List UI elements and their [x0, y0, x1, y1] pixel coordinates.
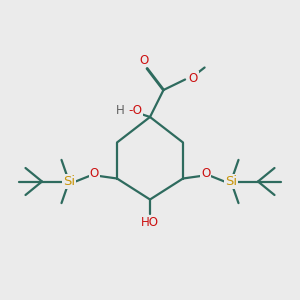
Text: Si: Si	[225, 175, 237, 188]
Text: O: O	[201, 167, 210, 180]
Text: Si: Si	[63, 175, 75, 188]
Text: O: O	[189, 71, 198, 85]
Text: O: O	[90, 167, 99, 180]
Text: HO: HO	[141, 216, 159, 229]
Text: H: H	[116, 104, 125, 117]
Text: O: O	[140, 53, 148, 67]
Text: -O: -O	[128, 104, 142, 117]
